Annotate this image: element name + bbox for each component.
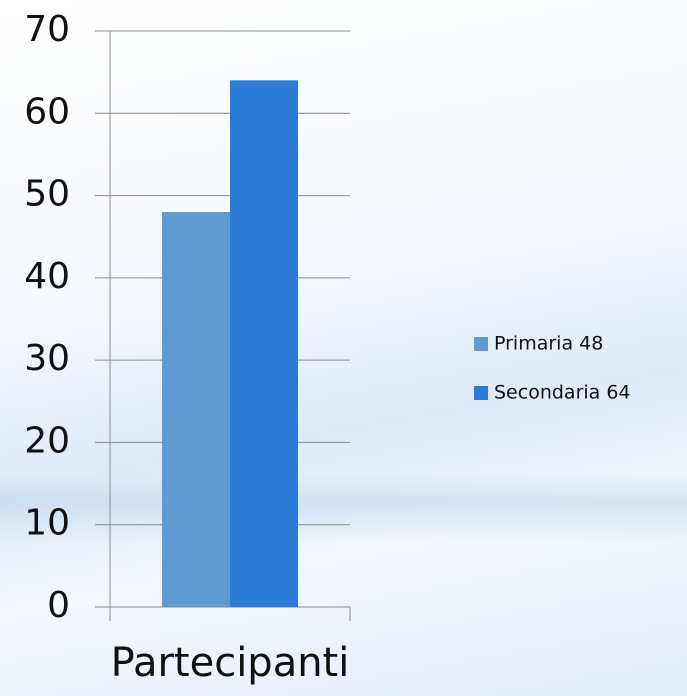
x-tick-label: Partecipanti — [111, 640, 350, 686]
legend-label: Secondaria 64 — [494, 382, 631, 404]
y-tick-label: 30 — [24, 338, 70, 379]
y-tick-label: 50 — [24, 174, 70, 215]
y-tick-label: 40 — [24, 256, 70, 297]
y-tick-label: 10 — [24, 503, 70, 544]
y-tick-label: 70 — [24, 9, 70, 50]
y-tick-label: 0 — [47, 585, 70, 626]
legend-label: Primaria 48 — [494, 333, 603, 355]
bar — [162, 212, 230, 607]
y-tick-label: 20 — [24, 420, 70, 461]
legend-swatch — [474, 337, 488, 351]
legend-swatch — [474, 386, 488, 400]
y-tick-label: 60 — [24, 91, 70, 132]
bar — [230, 80, 298, 607]
